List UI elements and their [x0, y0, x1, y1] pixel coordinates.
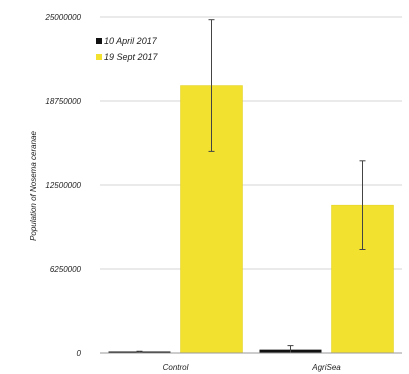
y-axis-ticks: 0 6250000 12500000 18750000 25000000 — [44, 13, 81, 358]
legend-swatch — [96, 38, 102, 44]
x-category-label: AgriSea — [311, 363, 341, 372]
error-bars — [136, 19, 366, 354]
y-tick-label: 0 — [77, 349, 82, 358]
x-axis-categories: Control AgriSea — [163, 363, 342, 372]
x-category-label: Control — [163, 363, 189, 372]
bars — [108, 85, 394, 354]
y-axis-label: Population of Nosema ceranae — [29, 131, 38, 241]
legend: 10 April 2017 19 Sept 2017 — [96, 36, 159, 62]
y-tick-label: 6250000 — [50, 265, 82, 274]
y-tick-label: 18750000 — [45, 97, 81, 106]
y-tick-label: 12500000 — [45, 181, 81, 190]
legend-label: 19 Sept 2017 — [104, 52, 159, 62]
legend-swatch — [96, 54, 102, 60]
y-tick-label: 25000000 — [44, 13, 81, 22]
legend-label: 10 April 2017 — [104, 36, 158, 46]
